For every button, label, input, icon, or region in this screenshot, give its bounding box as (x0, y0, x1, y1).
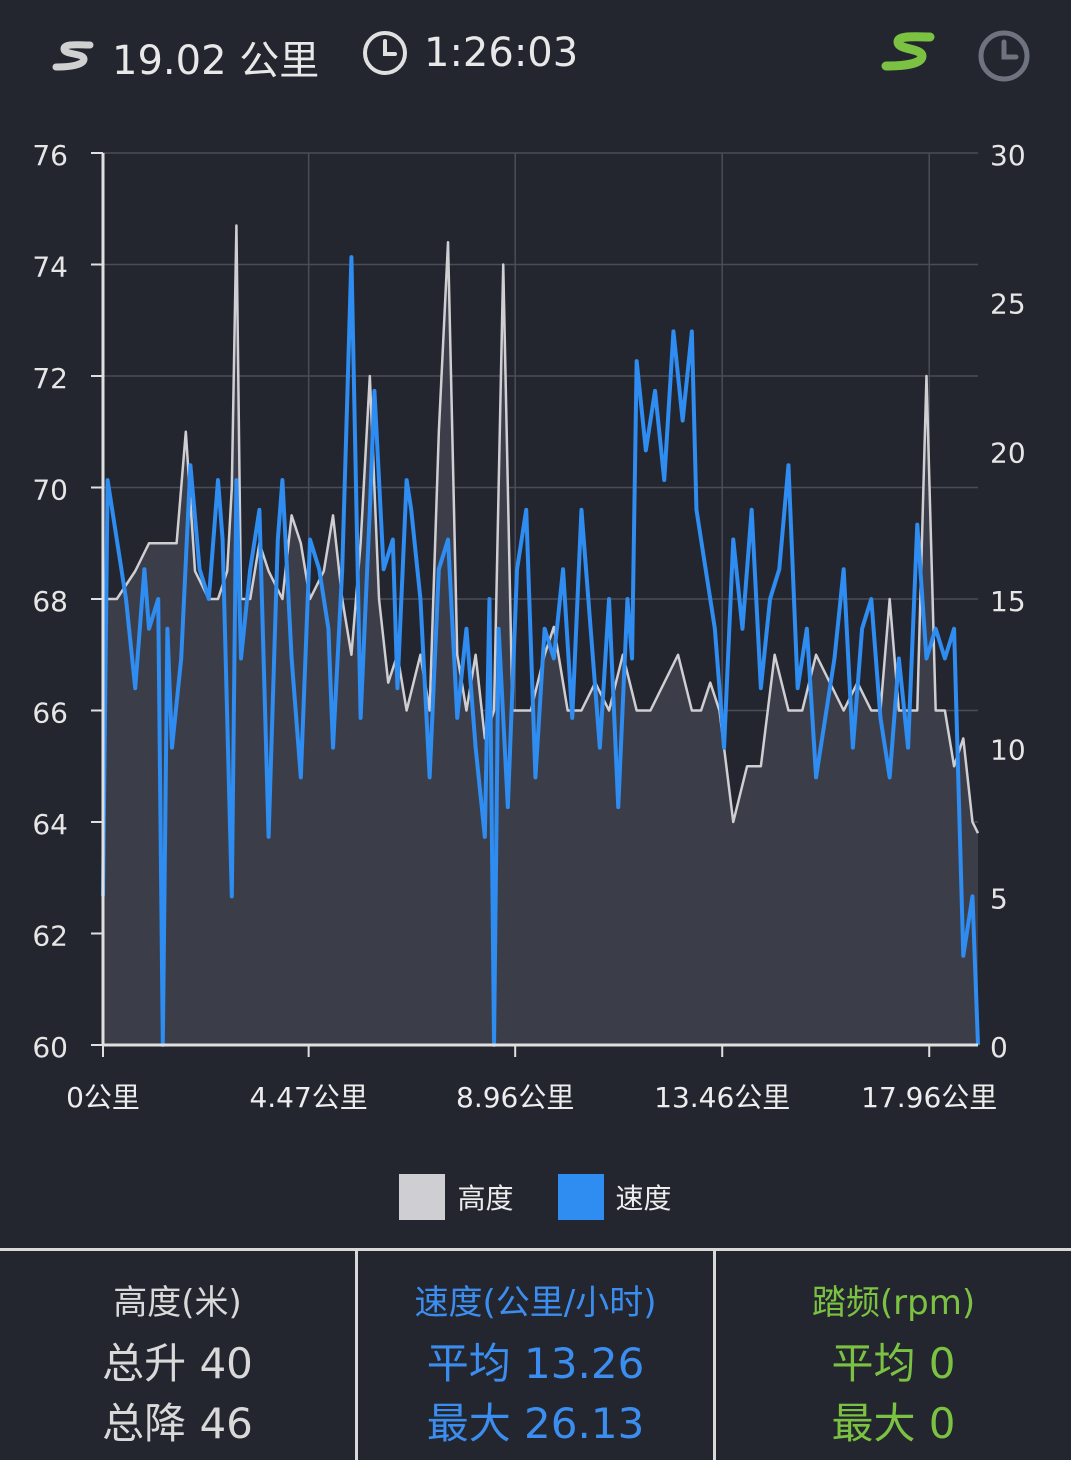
cadence-max: 最大 0 (831, 1399, 956, 1448)
x-tick-label: 17.96公里 (861, 1081, 997, 1114)
legend-altitude-swatch (399, 1174, 446, 1220)
legend-altitude-label: 高度 (457, 1182, 514, 1215)
y-left-tick-label: 72 (32, 362, 68, 395)
y-left-tick-label: 68 (32, 585, 68, 618)
y-left-tick-label: 76 (32, 139, 68, 172)
route-toggle-icon[interactable] (880, 28, 938, 76)
altitude-total-ascent: 总升 40 (102, 1339, 253, 1388)
legend-speed-swatch (557, 1174, 604, 1220)
clock-toggle-icon[interactable] (976, 28, 1032, 84)
x-tick-label: 8.96公里 (456, 1081, 574, 1114)
total-distance: 19.02 公里 (112, 38, 320, 84)
legend-altitude[interactable]: 高度 (399, 1174, 514, 1220)
chart-legend: 高度 速度 (0, 1174, 1071, 1220)
x-tick-label: 0公里 (66, 1081, 140, 1114)
duration-summary: 1:26:03 (360, 28, 578, 78)
speed-average: 平均 13.26 (426, 1339, 645, 1388)
cadence-stats-title: 踏频(rpm) (811, 1283, 976, 1323)
y-right-tick-label: 0 (990, 1031, 1008, 1064)
x-tick-label: 13.46公里 (654, 1081, 790, 1114)
total-duration: 1:26:03 (424, 30, 579, 76)
y-left-tick-label: 66 (32, 697, 68, 730)
cadence-stats: 踏频(rpm) 平均 0 最大 0 (713, 1251, 1071, 1460)
altitude-total-descent: 总降 46 (102, 1399, 253, 1448)
x-tick-label: 4.47公里 (249, 1081, 367, 1114)
legend-speed-label: 速度 (615, 1182, 672, 1215)
altitude-stats: 高度(米) 总升 40 总降 46 (0, 1251, 355, 1460)
cadence-average: 平均 0 (831, 1339, 956, 1388)
altitude-area (103, 225, 978, 1046)
stats-panel: 高度(米) 总升 40 总降 46 速度(公里/小时) 平均 13.26 最大 … (0, 1248, 1071, 1460)
y-right-tick-label: 20 (990, 436, 1026, 469)
legend-speed[interactable]: 速度 (557, 1174, 672, 1220)
speed-line (101, 255, 980, 1047)
y-left-tick-label: 70 (32, 474, 68, 507)
route-icon (52, 41, 94, 71)
y-right-tick-label: 25 (990, 288, 1026, 321)
y-right-tick-label: 15 (990, 585, 1026, 618)
speed-stats: 速度(公里/小时) 平均 13.26 最大 26.13 (355, 1251, 713, 1460)
distance-summary: 19.02 公里 (50, 28, 319, 86)
ride-chart: 60 62 64 66 68 70 72 74 76 0公里 4.47公里 8.96公里 13.46公里… (32, 139, 1026, 1114)
speed-stats-title: 速度(公里/小时) (414, 1283, 657, 1323)
y-right-tick-label: 30 (990, 139, 1026, 172)
y-left-tick-label: 64 (32, 808, 68, 841)
y-right-tick-label: 10 (990, 734, 1026, 767)
altitude-stats-title: 高度(米) (113, 1283, 242, 1323)
y-left-tick-label: 62 (32, 920, 68, 953)
y-left-tick-label: 60 (32, 1031, 68, 1064)
y-right-tick-label: 5 (990, 882, 1008, 915)
top-bar: 19.02 公里 1:26:03 (0, 0, 1071, 110)
clock-icon (363, 31, 407, 75)
y-left-tick-label: 74 (32, 251, 68, 284)
speed-max: 最大 26.13 (426, 1399, 645, 1448)
